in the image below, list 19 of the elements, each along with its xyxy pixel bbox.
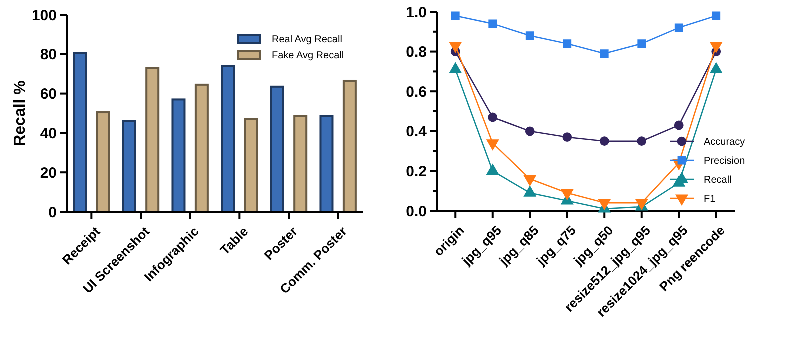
y-tick-label: 0.2 — [406, 163, 427, 180]
legend-label: Recall — [704, 175, 732, 186]
y-tick-label: 0.0 — [406, 203, 427, 220]
y-tick-label: 40 — [40, 125, 57, 142]
y-tick-label: 80 — [40, 46, 57, 64]
y-axis-title: Recall % — [12, 80, 29, 146]
y-tick-label: 1.0 — [406, 4, 427, 22]
legend-label: Precision — [704, 156, 746, 167]
legend-label: F1 — [704, 194, 716, 205]
legend-label: Fake Avg Recall — [272, 50, 344, 62]
y-tick-label: 20 — [40, 164, 57, 182]
y-tick-label: 0.8 — [406, 44, 427, 62]
y-tick-label: 60 — [40, 86, 57, 104]
y-tick-label: 0 — [48, 204, 57, 222]
y-tick-label: 0.4 — [406, 124, 428, 141]
y-tick-label: 100 — [32, 7, 57, 24]
y-tick-label: 0.6 — [406, 84, 427, 101]
legend-label: Real Avg Recall — [272, 34, 342, 46]
legend-label: Accuracy — [704, 137, 746, 148]
